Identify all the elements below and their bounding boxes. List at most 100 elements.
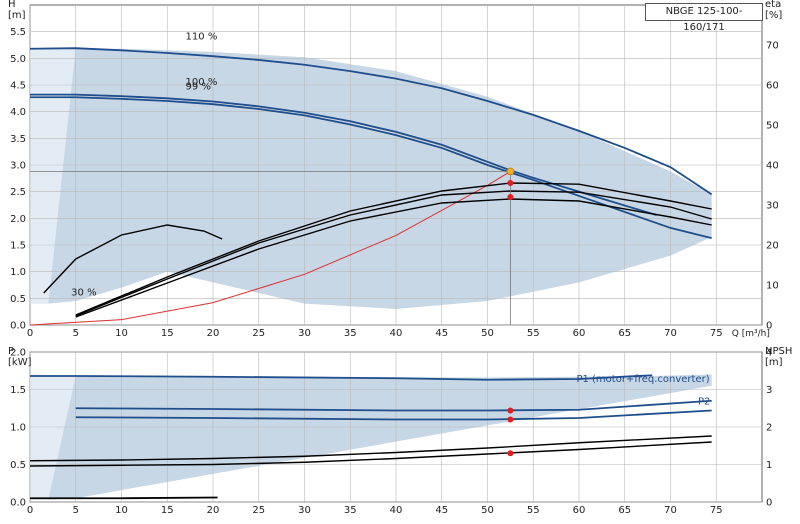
panel1-y2-tick-label: 40	[766, 161, 779, 172]
panel2-x-tick-label: 10	[115, 505, 128, 516]
panel1-series-line	[75, 182, 712, 316]
panel1-y-tick-label: 5.0	[10, 54, 26, 65]
panel1-x-tick-label: 30	[298, 328, 311, 339]
panel2-y2-tick-label: 0	[766, 498, 772, 509]
panel1-y-axis-label: H	[8, 0, 16, 10]
panel1-annotation-label: 110 %	[186, 32, 218, 43]
panel1-y-tick-label: 2.5	[10, 187, 26, 198]
panel1-y-tick-label: 0.0	[10, 321, 26, 332]
panel1-y-tick-label: 0.5	[10, 294, 26, 305]
panel2-y2-tick-label: 3	[766, 385, 772, 396]
panel1-annotation-label: 100 %	[186, 77, 218, 88]
panel2-x-tick-label: 5	[73, 505, 79, 516]
panel1-series-line	[30, 93, 658, 216]
panel1-y2-tick-label: 50	[766, 121, 779, 132]
panel1-series-line	[43, 224, 223, 294]
panel2-duty-mark	[507, 416, 514, 423]
panel1-x-tick-label: 5	[73, 328, 79, 339]
panel2-series-line	[75, 399, 712, 412]
panel1-y-tick-label: 5.5	[10, 27, 26, 38]
panel1-y-tick-label: 1.0	[10, 267, 26, 278]
panel2-x-tick-label: 55	[527, 505, 540, 516]
panel1-y2-tick-label: 20	[766, 241, 779, 252]
panel1-series-line	[75, 198, 712, 318]
panel1-y-tick-label: 2.0	[10, 214, 26, 225]
panel2-x-tick-label: 75	[710, 505, 723, 516]
panel2-y2-tick-label: 4	[766, 348, 772, 359]
panel1-y2-tick-label: 70	[766, 41, 779, 52]
panel2-y-tick-label: 2.0	[10, 348, 26, 359]
panel2-x-tick-label: 70	[664, 505, 677, 516]
panel1-series-line	[29, 47, 713, 196]
panel1-x-tick-label: 0	[27, 328, 33, 339]
panel2-low-flow-band	[30, 374, 76, 500]
panel1-x-tick-label: 55	[527, 328, 540, 339]
panel2-x-tick-label: 20	[207, 505, 220, 516]
panel1-y2-tick-label: 0	[766, 321, 772, 332]
panel2-annotation-label: P2	[698, 397, 710, 408]
panel2-x-tick-label: 0	[27, 505, 33, 516]
panel2-series-line	[75, 409, 712, 421]
panel1-y2-axis-label: eta	[765, 0, 781, 10]
panel2-series-line	[29, 441, 712, 467]
panel2-y-axis-label: P	[8, 346, 14, 357]
panel2-operating-region	[30, 374, 712, 500]
panel1-y-tick-label: 1.5	[10, 241, 26, 252]
panel2-series-line	[29, 435, 712, 462]
panel1-y2-axis-unit: [%]	[765, 10, 782, 21]
panel1-y-tick-label: 3.5	[10, 134, 26, 145]
panel1-duty-point	[506, 167, 515, 176]
panel2-x-tick-label: 65	[618, 505, 631, 516]
panel2-x-tick-label: 35	[344, 505, 357, 516]
panel2-y2-axis-label: NPSH	[765, 346, 792, 357]
panel2-x-tick-label: 60	[573, 505, 586, 516]
panel1-series-line	[30, 96, 712, 239]
panel1-x-tick-label: 75	[710, 328, 723, 339]
panel2-annotation-label: P1 (motor+freq.converter)	[576, 374, 709, 385]
panel1-y-axis-unit: [m]	[8, 10, 26, 21]
panel2-series-line	[30, 374, 653, 381]
pump-model-title: NBGE 125-100-160/171	[645, 3, 763, 33]
panel1-annotation-label: 99 %	[186, 81, 211, 92]
panel1-eta-mark	[507, 180, 514, 186]
panel2-y-tick-label: 0.0	[10, 498, 26, 509]
panel1-x-tick-label: 40	[390, 328, 403, 339]
panel2-x-tick-label: 50	[481, 505, 494, 516]
panel2-y-tick-label: 1.5	[10, 385, 26, 396]
panel1-x-tick-label: 45	[435, 328, 448, 339]
panel1-y-tick-label: 4.0	[10, 107, 26, 118]
panel1-x-axis-label: Q [m³/h]	[732, 329, 770, 339]
panel2-y2-axis-unit: [m]	[765, 357, 783, 368]
panel1-x-tick-label: 15	[161, 328, 174, 339]
panel1-x-tick-label: 20	[207, 328, 220, 339]
panel1-x-tick-label: 70	[664, 328, 677, 339]
panel2-x-tick-label: 30	[298, 505, 311, 516]
panel2-duty-mark	[507, 450, 514, 457]
panel2-x-tick-label: 15	[161, 505, 174, 516]
panel1-series-line	[75, 190, 712, 317]
panel2-x-tick-label: 25	[252, 505, 265, 516]
panel1-x-tick-label: 65	[618, 328, 631, 339]
panel1-x-tick-label: 35	[344, 328, 357, 339]
panel2-x-tick-label: 45	[435, 505, 448, 516]
panel2-y2-tick-label: 1	[766, 460, 772, 471]
panel2-y-tick-label: 1.0	[10, 423, 26, 434]
panel1-y2-tick-label: 60	[766, 81, 779, 92]
panel1-y2-tick-label: 30	[766, 201, 779, 212]
panel1-x-tick-label: 60	[573, 328, 586, 339]
panel2-y2-tick-label: 2	[766, 423, 772, 434]
panel1-annotation-label: 30 %	[71, 288, 96, 299]
panel1-y2-tick-label: 10	[766, 281, 779, 292]
panel1-x-tick-label: 50	[481, 328, 494, 339]
panel2-y-tick-label: 0.5	[10, 460, 26, 471]
panel1-x-tick-label: 10	[115, 328, 128, 339]
panel1-eta-mark	[507, 194, 514, 200]
panel2-series-line	[30, 496, 218, 500]
panel2-y-axis-unit: [kW]	[8, 357, 32, 368]
panel1-low-flow-band	[30, 48, 76, 304]
panel1-x-tick-label: 25	[252, 328, 265, 339]
panel2-duty-mark	[507, 407, 514, 414]
panel1-y-tick-label: 3.0	[10, 161, 26, 172]
